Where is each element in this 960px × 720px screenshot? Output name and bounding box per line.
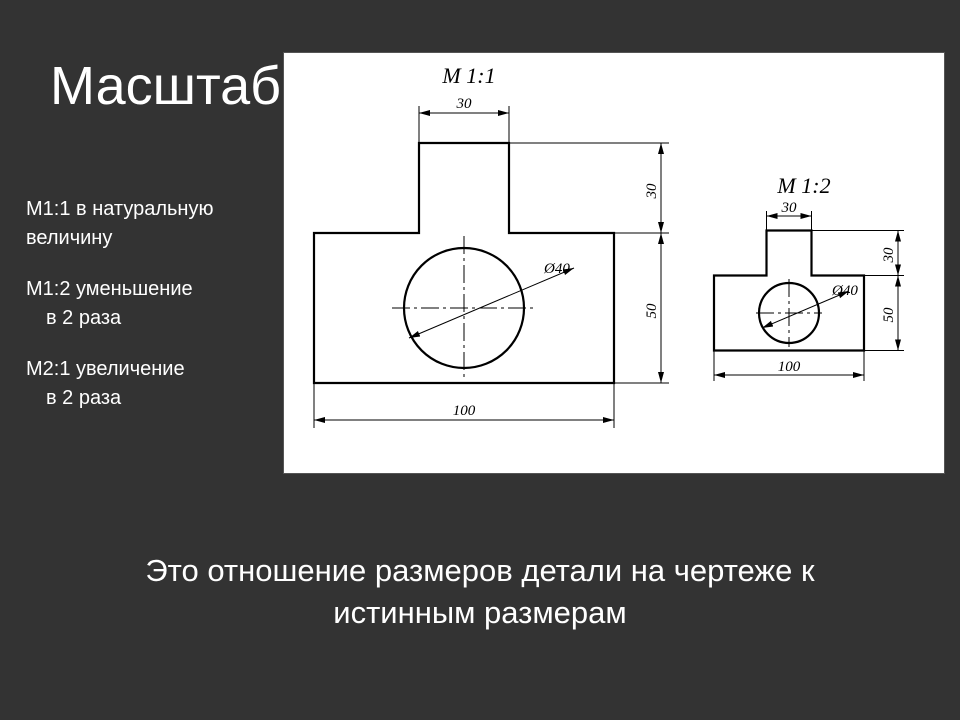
dim-label: Ø40 — [831, 283, 858, 299]
dim-label: 50 — [644, 303, 660, 319]
dim-label: Ø40 — [543, 261, 570, 277]
legend-line: М2:1 увеличение — [26, 355, 213, 384]
definition-line: Это отношение размеров детали на чертеже… — [0, 550, 960, 592]
definition-text: Это отношение размеров детали на чертеже… — [0, 550, 960, 634]
drawing-m1-1: M 1:1 30 100 30 50 Ø40 — [314, 63, 669, 428]
technical-drawing-panel: M 1:1 30 100 30 50 Ø40 M 1:2 30 100 30 5… — [283, 52, 945, 474]
drawing-svg: M 1:1 30 100 30 50 Ø40 M 1:2 30 100 30 5… — [284, 53, 944, 473]
dim-label: 30 — [644, 183, 660, 200]
dim-label: 100 — [778, 359, 801, 375]
legend-line: величину — [26, 224, 213, 253]
drawing-m1-2: M 1:2 30 100 30 50 Ø40 — [714, 173, 904, 381]
legend-line: в 2 раза — [26, 304, 213, 333]
definition-line: истинным размерам — [0, 592, 960, 634]
scale-legend: М1:1 в натуральную величину М1:2 уменьше… — [26, 195, 213, 435]
dim-label: 30 — [456, 96, 473, 112]
scale-label: M 1:2 — [776, 173, 830, 198]
dim-label: 30 — [881, 247, 897, 264]
scale-label: M 1:1 — [441, 63, 495, 88]
dim-label: 30 — [781, 200, 798, 216]
legend-line: М1:2 уменьшение — [26, 275, 213, 304]
legend-line: М1:1 в натуральную — [26, 195, 213, 224]
legend-line: в 2 раза — [26, 384, 213, 413]
page-title: Масштаб — [50, 55, 281, 117]
dim-label: 50 — [881, 307, 897, 323]
dim-label: 100 — [453, 403, 476, 419]
